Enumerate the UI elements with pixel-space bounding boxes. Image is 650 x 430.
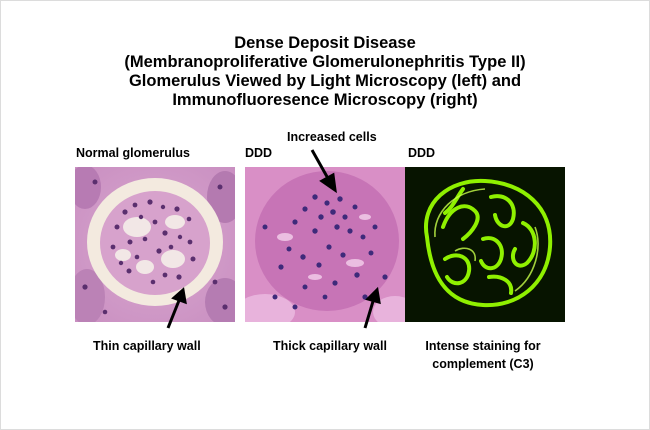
label-ddd-light: DDD: [245, 146, 273, 160]
figure-title: Dense Deposit Disease (Membranoprolifera…: [0, 34, 650, 110]
caption-staining-line-1: Intense staining for: [425, 339, 541, 353]
ddd-light-micrograph: [245, 167, 405, 322]
caption-thin-capillary-wall: Thin capillary wall: [93, 339, 201, 353]
caption-intense-staining: Intense staining for complement (C3): [418, 337, 548, 373]
title-line-2: (Membranoproliferative Glomerulonephriti…: [124, 53, 526, 71]
ddd-immunofluorescence-micrograph: [405, 167, 565, 322]
title-line-4: Immunofluoresence Microscopy (right): [172, 91, 478, 109]
label-normal-glomerulus: Normal glomerulus: [76, 146, 190, 160]
label-ddd-fluorescence: DDD: [408, 146, 436, 160]
label-increased-cells: Increased cells: [287, 130, 377, 144]
normal-glomerulus-micrograph: [75, 167, 235, 322]
title-line-1: Dense Deposit Disease: [234, 34, 416, 52]
caption-staining-line-2: complement (C3): [432, 357, 534, 371]
title-line-3: Glomerulus Viewed by Light Microscopy (l…: [128, 72, 522, 90]
caption-thick-capillary-wall: Thick capillary wall: [273, 339, 387, 353]
